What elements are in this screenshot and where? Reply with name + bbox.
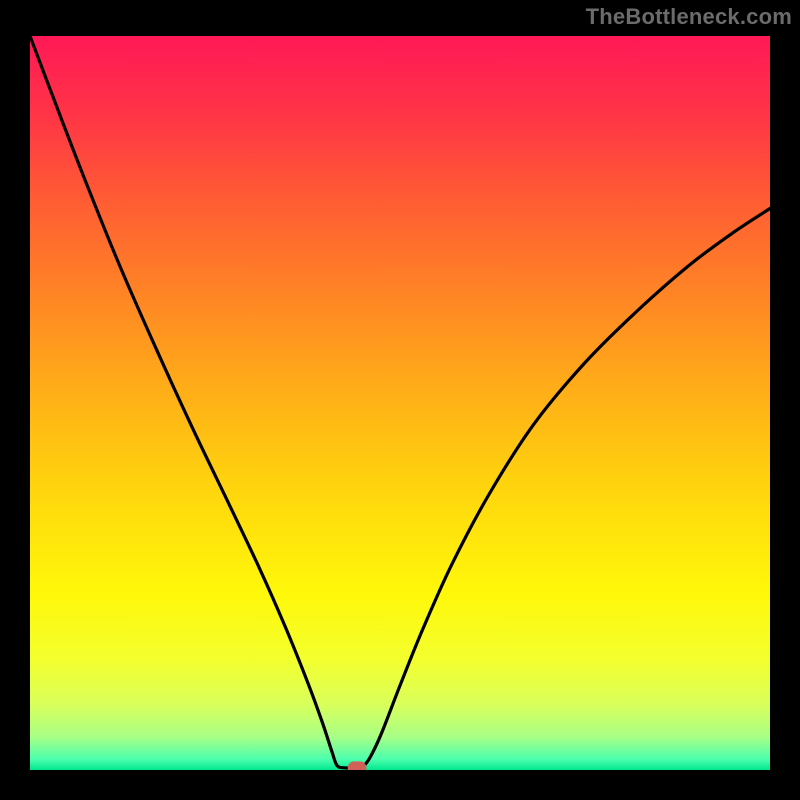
- bottleneck-curve-chart: [0, 0, 800, 800]
- gradient-background: [30, 36, 770, 770]
- chart-container: TheBottleneck.com: [0, 0, 800, 800]
- watermark-text: TheBottleneck.com: [586, 4, 792, 30]
